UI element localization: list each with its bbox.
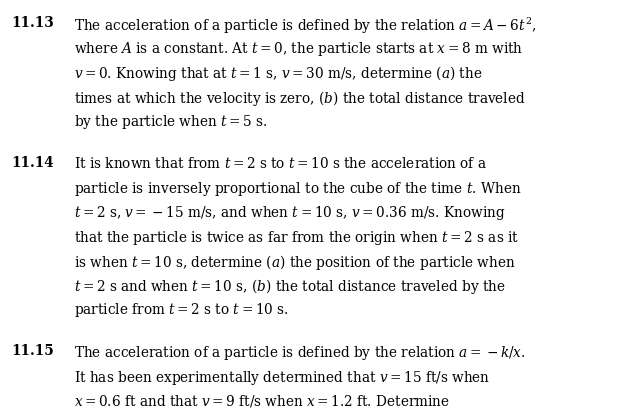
Text: $t = 2$ s, $v = -15$ m/s, and when $t = 10$ s, $v = 0.36$ m/s. Knowing: $t = 2$ s, $v = -15$ m/s, and when $t = … xyxy=(74,204,506,222)
Text: 11.13: 11.13 xyxy=(11,16,54,30)
Text: It is known that from $t = 2$ s to $t = 10$ s the acceleration of a: It is known that from $t = 2$ s to $t = … xyxy=(74,156,488,171)
Text: where $A$ is a constant. At $t = 0$, the particle starts at $x = 8$ m with: where $A$ is a constant. At $t = 0$, the… xyxy=(74,40,524,58)
Text: $t = 2$ s and when $t = 10$ s, $(b)$ the total distance traveled by the: $t = 2$ s and when $t = 10$ s, $(b)$ the… xyxy=(74,277,506,296)
Text: particle from $t = 2$ s to $t = 10$ s.: particle from $t = 2$ s to $t = 10$ s. xyxy=(74,301,289,319)
Text: The acceleration of a particle is defined by the relation $a = A - 6t^2$,: The acceleration of a particle is define… xyxy=(74,16,537,36)
Text: It has been experimentally determined that $v = 15$ ft/s when: It has been experimentally determined th… xyxy=(74,369,491,387)
Text: $x = 0.6$ ft and that $v = 9$ ft/s when $x = 1.2$ ft. Determine: $x = 0.6$ ft and that $v = 9$ ft/s when … xyxy=(74,393,450,409)
Text: that the particle is twice as far from the origin when $t = 2$ s as it: that the particle is twice as far from t… xyxy=(74,229,520,247)
Text: The acceleration of a particle is defined by the relation $a = -k/x$.: The acceleration of a particle is define… xyxy=(74,344,526,362)
Text: is when $t = 10$ s, determine $(a)$ the position of the particle when: is when $t = 10$ s, determine $(a)$ the … xyxy=(74,253,516,272)
Text: $v = 0$. Knowing that at $t = 1$ s, $v = 30$ m/s, determine $(a)$ the: $v = 0$. Knowing that at $t = 1$ s, $v =… xyxy=(74,64,483,83)
Text: by the particle when $t = 5$ s.: by the particle when $t = 5$ s. xyxy=(74,113,268,131)
Text: particle is inversely proportional to the cube of the time $t$. When: particle is inversely proportional to th… xyxy=(74,180,522,198)
Text: $(a)$ the velocity of the particle when $x = 1.5$ ft, $(b)$ the position of: $(a)$ the velocity of the particle when … xyxy=(74,417,520,418)
Text: times at which the velocity is zero, $(b)$ the total distance traveled: times at which the velocity is zero, $(b… xyxy=(74,89,526,107)
Text: 11.14: 11.14 xyxy=(11,156,54,170)
Text: 11.15: 11.15 xyxy=(11,344,54,358)
